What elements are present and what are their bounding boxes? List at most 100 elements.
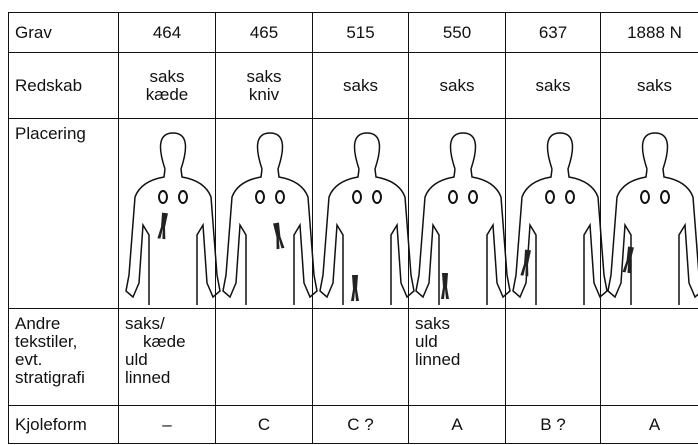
body-outline bbox=[607, 132, 698, 305]
brooch bbox=[352, 190, 362, 204]
body-outline bbox=[222, 132, 318, 305]
cell-line: – bbox=[162, 414, 172, 434]
cell-line: saks bbox=[637, 75, 672, 95]
cell-line: 464 bbox=[152, 22, 182, 42]
cell-line: B ? bbox=[540, 414, 566, 434]
cell-line: C bbox=[257, 414, 271, 434]
cell bbox=[505, 118, 608, 309]
cell-line: 550 bbox=[442, 22, 472, 42]
cell-line: A bbox=[451, 414, 463, 434]
brooch bbox=[565, 190, 575, 204]
cell: saks uld linned bbox=[408, 308, 506, 406]
cell: – bbox=[118, 405, 216, 444]
tool bbox=[273, 222, 285, 250]
body-figure bbox=[415, 132, 511, 305]
tool bbox=[157, 212, 168, 240]
cell-line: kniv bbox=[248, 84, 280, 104]
body-outline bbox=[415, 132, 511, 305]
cell: saks bbox=[408, 52, 506, 119]
row-label: Kjoleform bbox=[8, 405, 119, 444]
table-row: Placering bbox=[8, 118, 698, 309]
cell: saks/kæde uld linned bbox=[118, 308, 216, 406]
cell: saks kniv bbox=[215, 52, 313, 119]
cell bbox=[312, 308, 409, 406]
cell bbox=[215, 308, 313, 406]
cell-line: 1888 N bbox=[627, 22, 682, 42]
cell-line: tekstiler, bbox=[15, 332, 78, 351]
cell: 1888 N bbox=[600, 12, 698, 53]
row-label: Andre tekstiler, evt. stratigrafi bbox=[8, 308, 119, 406]
cell bbox=[118, 118, 221, 309]
body-figure bbox=[125, 132, 221, 305]
tool bbox=[351, 275, 359, 301]
cell: C ? bbox=[312, 405, 409, 444]
brooch bbox=[545, 190, 555, 204]
cell-line: Andre bbox=[15, 314, 61, 333]
body-outline bbox=[319, 132, 415, 305]
cell-line: saks bbox=[415, 314, 450, 333]
cell: A bbox=[408, 405, 506, 444]
cell: 550 bbox=[408, 12, 506, 53]
cell-line: saks bbox=[149, 66, 185, 86]
row-label: Redskab bbox=[8, 52, 119, 119]
brooch bbox=[255, 190, 265, 204]
body-figure bbox=[222, 132, 318, 305]
cell-line: Kjoleform bbox=[15, 414, 87, 434]
cell: saks bbox=[505, 52, 601, 119]
row-label: Placering bbox=[8, 118, 119, 309]
cell bbox=[505, 308, 601, 406]
cell: saks bbox=[600, 52, 698, 119]
table-row: Redskab saks kæde saks kniv saks saks saks saks bbox=[8, 52, 698, 119]
brooch bbox=[372, 190, 382, 204]
body-outline bbox=[125, 132, 221, 305]
row-label: Grav bbox=[8, 12, 119, 53]
cell-line: Redskab bbox=[15, 75, 83, 95]
cell-line: linned bbox=[125, 368, 171, 387]
cell-line: stratigrafi bbox=[15, 368, 85, 387]
cell: saks bbox=[312, 52, 409, 119]
cell-line: A bbox=[648, 414, 661, 434]
body-figure bbox=[607, 132, 698, 305]
cell bbox=[600, 308, 698, 406]
cell-line: kæde bbox=[145, 84, 189, 104]
cell: A bbox=[600, 405, 698, 444]
brooch bbox=[468, 190, 478, 204]
cell: 465 bbox=[215, 12, 313, 53]
cell bbox=[408, 118, 511, 309]
tool bbox=[441, 273, 449, 299]
brooch bbox=[275, 190, 285, 204]
cell-line: saks bbox=[535, 75, 571, 95]
cell: C bbox=[215, 405, 313, 444]
brooch bbox=[158, 190, 168, 204]
cell: 515 bbox=[312, 12, 409, 53]
cell: 637 bbox=[505, 12, 601, 53]
brooch bbox=[660, 190, 670, 204]
cell-line: saks bbox=[343, 75, 378, 95]
cell-line: Grav bbox=[15, 22, 52, 42]
cell-line: 637 bbox=[538, 22, 568, 42]
cell bbox=[600, 118, 698, 309]
cell bbox=[312, 118, 415, 309]
table: Grav 464 465 515 550 637 1888 N Redskab saks kæde… bbox=[8, 12, 698, 444]
table-row: Grav 464 465 515 550 637 1888 N bbox=[8, 12, 698, 53]
cell-line: Placering bbox=[15, 124, 86, 143]
cell-line: C ? bbox=[347, 414, 374, 434]
brooch bbox=[640, 190, 650, 204]
brooch bbox=[448, 190, 458, 204]
cell: saks kæde bbox=[118, 52, 216, 119]
cell: 464 bbox=[118, 12, 216, 53]
table-row: Andre tekstiler, evt. stratigrafi saks/kæde u… bbox=[8, 308, 698, 406]
body-figure bbox=[512, 132, 608, 305]
cell-line: saks bbox=[246, 66, 282, 86]
cell-line: 465 bbox=[249, 22, 279, 42]
cell-line: saks/ bbox=[125, 314, 165, 333]
cell-line: uld bbox=[415, 332, 438, 351]
cell-line: saks bbox=[439, 75, 475, 95]
cell-line: linned bbox=[415, 350, 461, 369]
cell-line: evt. bbox=[15, 350, 43, 369]
cell-line: kæde bbox=[143, 332, 186, 351]
tool bbox=[622, 246, 634, 274]
brooch bbox=[178, 190, 188, 204]
cell-line: uld bbox=[125, 350, 148, 369]
